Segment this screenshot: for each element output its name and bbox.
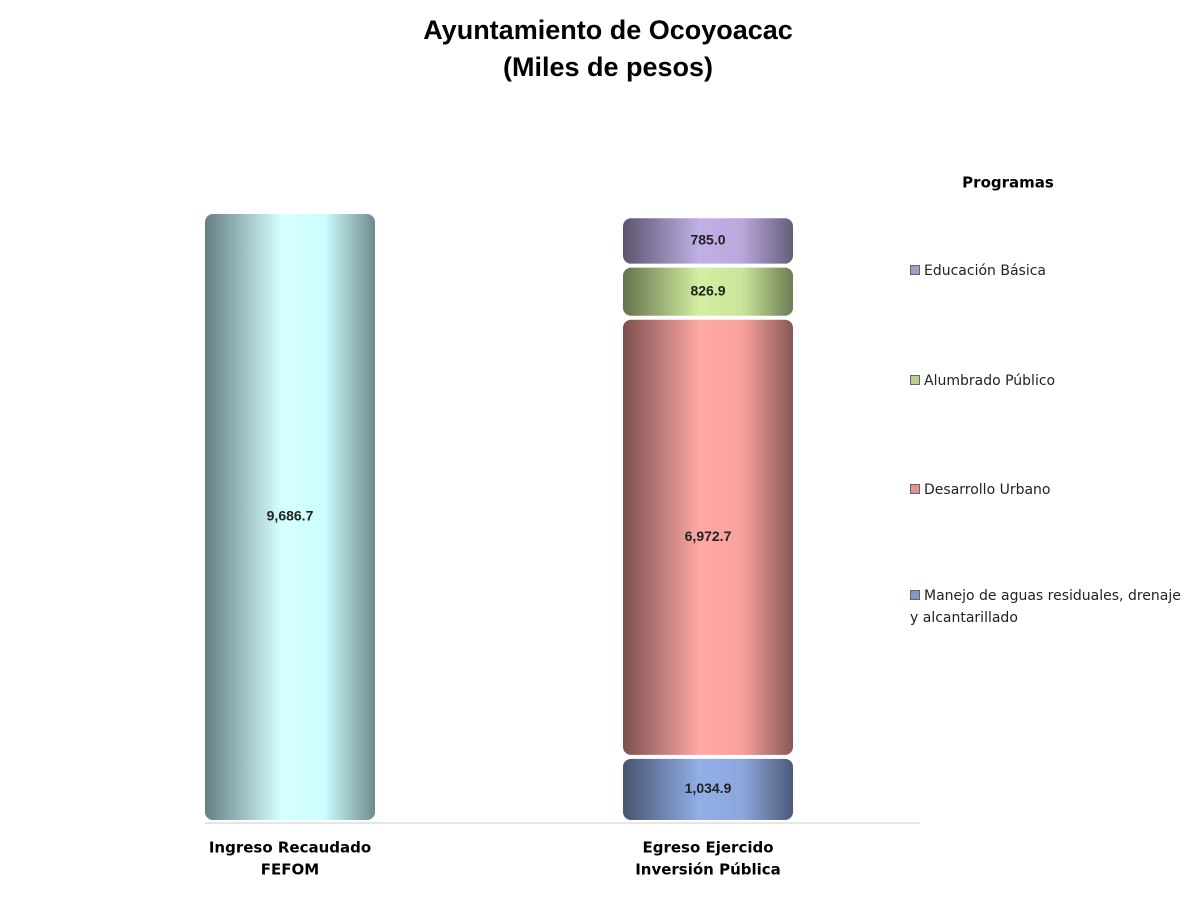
chart-subtitle: (Miles de pesos)	[503, 52, 713, 82]
bar-segment	[205, 214, 375, 820]
legend-label: Manejo de aguas residuales, drenaje y al…	[910, 588, 1181, 626]
legend-swatch	[910, 484, 920, 494]
legend-swatch	[910, 590, 920, 600]
bar-segment	[623, 218, 793, 264]
legend-item: Educación Básica	[910, 260, 1190, 282]
data-label: 6,972.7	[685, 528, 732, 544]
legend-label: Alumbrado Público	[924, 373, 1056, 389]
chart-title: Ayuntamiento de Ocoyoacac	[423, 15, 793, 45]
x-tick-label: Egreso Ejercido	[642, 839, 773, 857]
bar-segment	[623, 319, 793, 755]
x-tick-label: FEFOM	[261, 861, 319, 879]
bar-segment	[623, 267, 793, 316]
data-label: 826.9	[690, 282, 725, 298]
legend-title: Programas	[962, 174, 1054, 192]
legend-swatch	[910, 265, 920, 275]
bar-segment	[623, 758, 793, 820]
x-tick-label: Ingreso Recaudado	[209, 839, 371, 857]
data-label: 9,686.7	[267, 508, 314, 524]
legend-label: Educación Básica	[924, 263, 1047, 279]
legend-item: Desarrollo Urbano	[910, 479, 1190, 501]
legend-item: Alumbrado Público	[910, 370, 1190, 392]
data-label: 785.0	[690, 232, 725, 248]
legend-swatch	[910, 375, 920, 385]
x-tick-label: Inversión Pública	[635, 861, 781, 879]
legend-item: Manejo de aguas residuales, drenaje y al…	[910, 585, 1190, 629]
data-label: 1,034.9	[685, 780, 732, 796]
legend-label: Desarrollo Urbano	[924, 482, 1051, 498]
